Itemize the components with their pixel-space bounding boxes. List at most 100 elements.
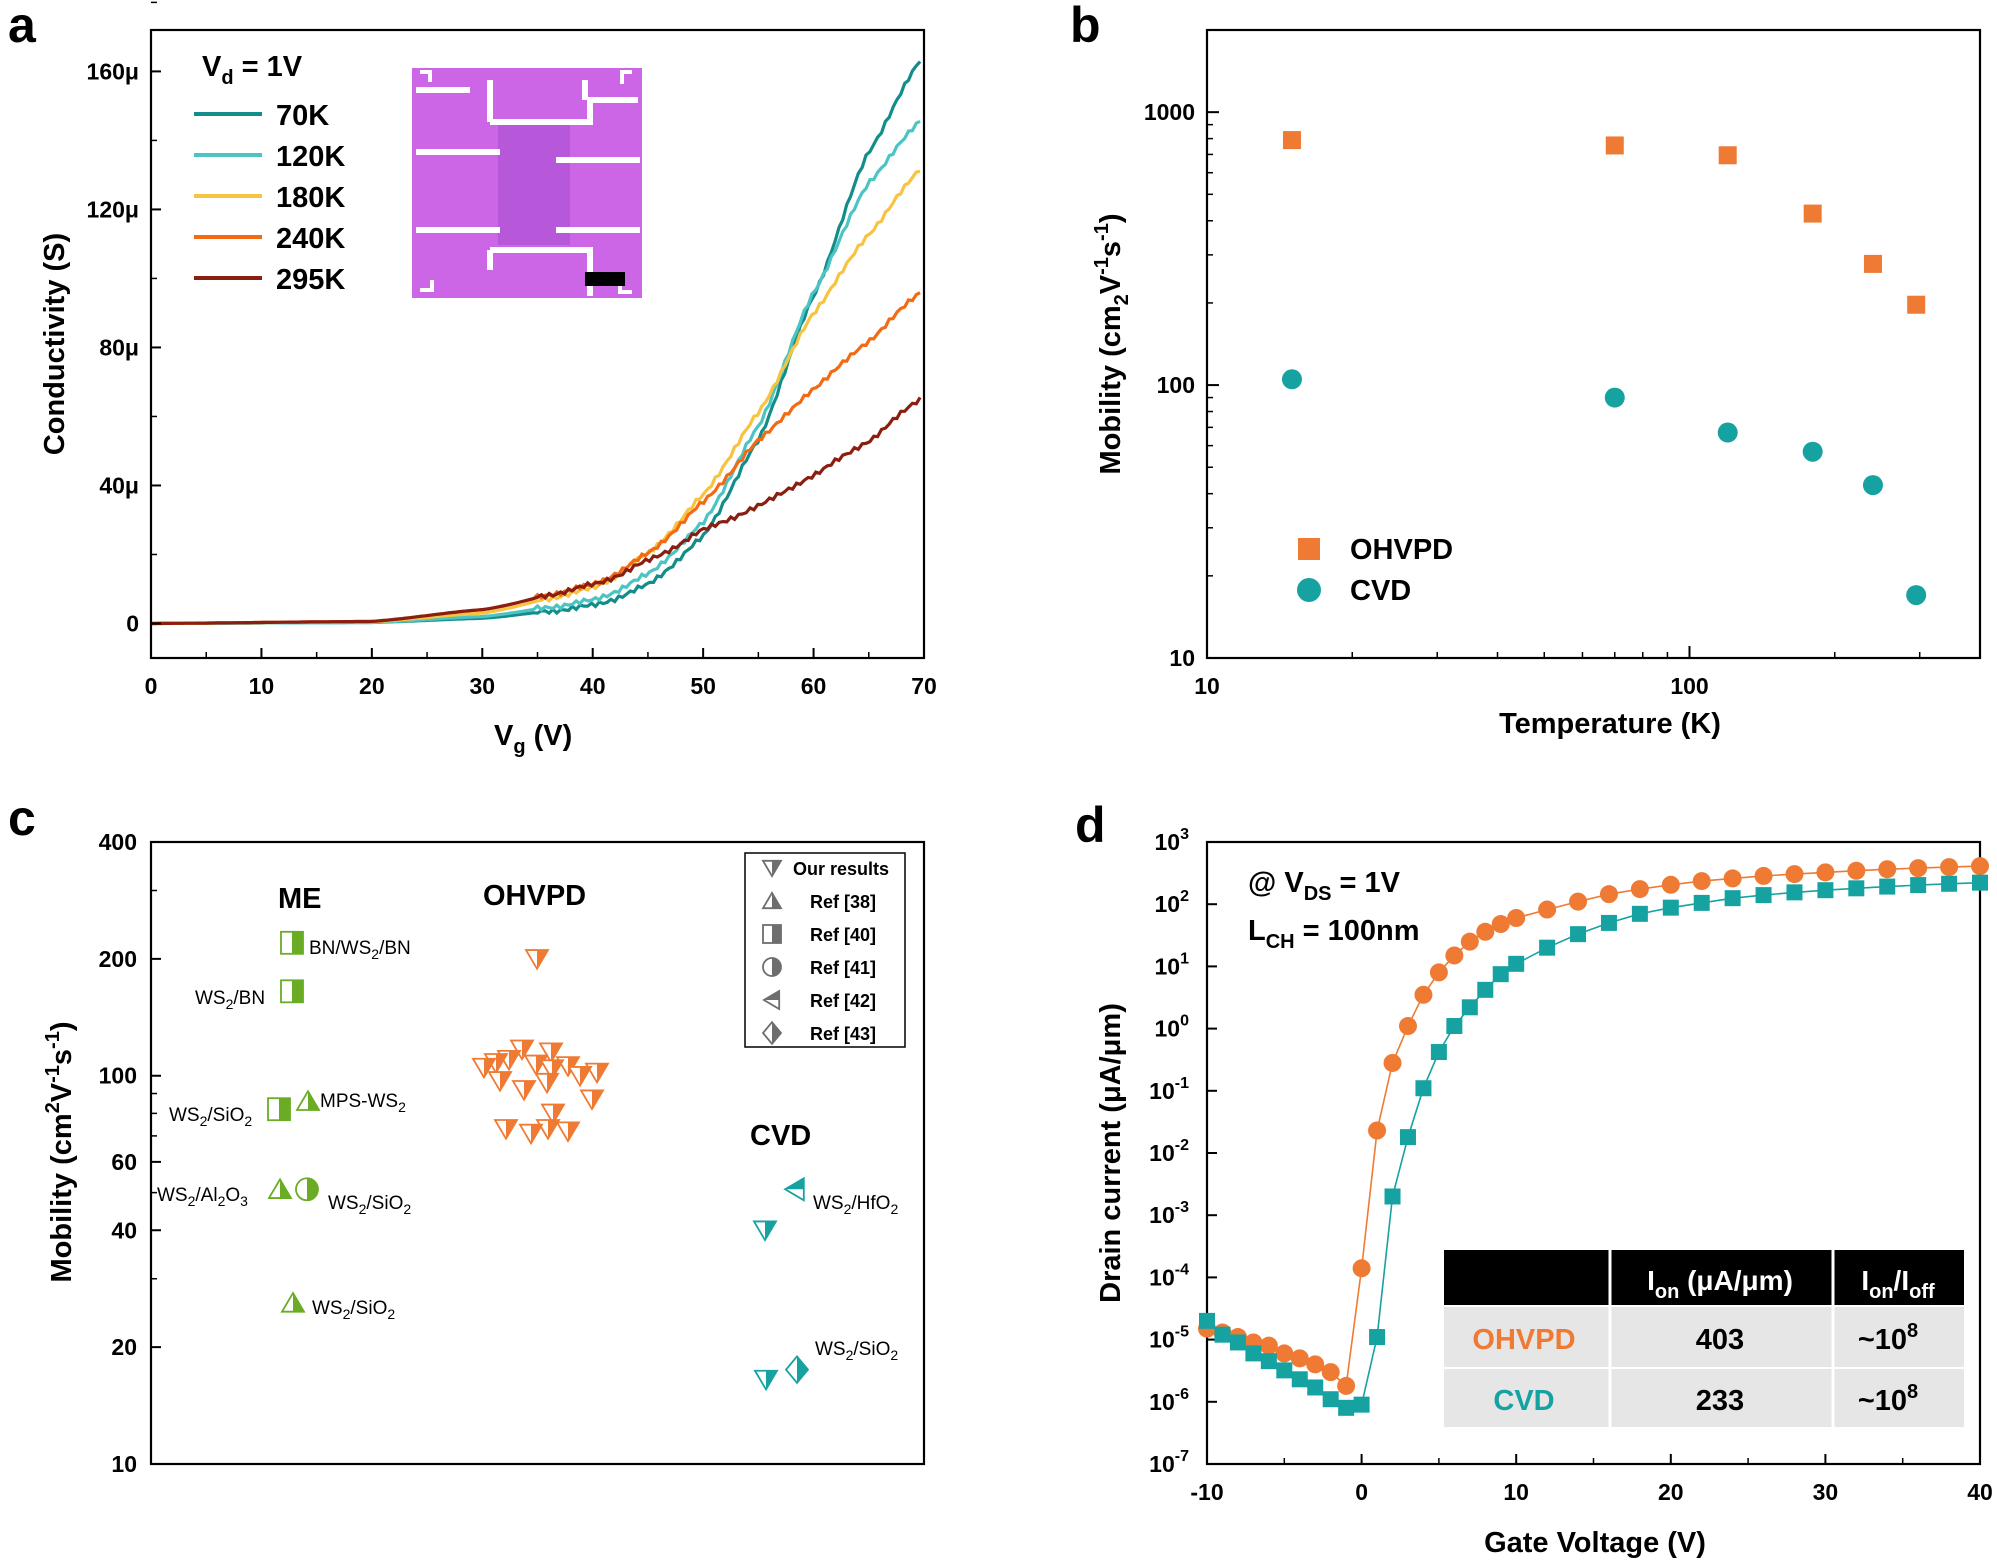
d-point-CVD (1879, 878, 1896, 895)
d-point-OHVPD (1538, 900, 1557, 919)
panel-b-legend-label-ohvpd: OHVPD (1350, 534, 1453, 566)
panel-a-inset-image: inset: optical image of device (412, 66, 642, 298)
c-point-cvd-fill (797, 1356, 808, 1383)
d-xtick-label: 10 (1503, 1479, 1529, 1505)
d-point-OHVPD (1692, 872, 1711, 891)
panel-label-a: a (8, 0, 37, 53)
a-legend-label-295K: 295K (276, 264, 345, 296)
d-point-CVD (1755, 887, 1772, 904)
panel-c-legend-items: Our results Ref [38] Ref [40] Ref [41] Ref [… (761, 859, 889, 1046)
d-point-OHVPD (1275, 1344, 1294, 1363)
a-legend-label-240K: 240K (276, 223, 345, 255)
d-point-OHVPD (1306, 1355, 1325, 1374)
c-legend-label: Ref [43] (810, 1024, 876, 1044)
panel-b-xlabel: Temperature (K) (1499, 708, 1721, 740)
panel-b-frame (1205, 28, 1982, 660)
c-legend-marker-fill (772, 925, 781, 943)
d-point-CVD (1430, 1044, 1447, 1061)
panel-d-annotation-vds: @ VDS = 1V (1248, 867, 1401, 905)
a-legend-label-120K: 120K (276, 141, 345, 173)
a-line-240K (151, 291, 921, 626)
b-point-CVD (1281, 369, 1302, 390)
d-point-CVD (1570, 926, 1587, 943)
d-point-CVD (1353, 1396, 1370, 1413)
c-legend-marker-fill (763, 991, 780, 1000)
c-point-ohvpd-fill (524, 1081, 535, 1100)
c-legend-marker-fill (772, 892, 781, 909)
d-point-CVD (1214, 1326, 1231, 1343)
d-xtick-label: 30 (1813, 1479, 1839, 1505)
d-point-OHVPD (1661, 875, 1680, 894)
d-point-OHVPD (1878, 860, 1897, 879)
d-ytick-label: 10-6 (1149, 1386, 1189, 1415)
c-legend-label: Our results (793, 859, 889, 879)
panel-c-group-me: ME (278, 883, 322, 915)
d-point-CVD (1322, 1391, 1339, 1408)
c-point-ohvpd-fill (553, 1104, 564, 1124)
c-legend-marker-fill (772, 860, 781, 877)
b-point-OHVPD (1282, 131, 1301, 150)
b-point-CVD (1862, 475, 1883, 496)
c-ytick-label: 20 (111, 1334, 137, 1360)
c-point-ohvpd-fill (537, 950, 548, 969)
a-ytick-label: 120μ (87, 196, 139, 222)
a-legend-label-70K: 70K (276, 100, 329, 132)
d-ytick-label: 101 (1155, 950, 1190, 979)
d-point-OHVPD (1398, 1017, 1417, 1036)
c-label-ws2-sio2-b: WS2/SiO2 (328, 1193, 411, 1217)
d-point-OHVPD (1290, 1349, 1309, 1368)
inset-corner-marks (420, 70, 632, 294)
d-ytick-label: 102 (1155, 888, 1190, 917)
b-point-CVD (1906, 585, 1927, 606)
table-row-ohvpd-name: OHVPD (1472, 1324, 1575, 1356)
panel-a-legend-items: 70K 120K 180K 240K 295K (194, 100, 345, 296)
d-ytick-label: 10-4 (1149, 1261, 1189, 1290)
c-ytick-label: 100 (99, 1063, 137, 1089)
d-point-CVD (1477, 981, 1494, 998)
c-legend-marker-fill (772, 1022, 781, 1044)
a-ytick-label: 40μ (99, 472, 139, 498)
table-header-ion: Ion (μA/μm) (1647, 1265, 1793, 1303)
d-point-CVD (1600, 914, 1617, 931)
panel-c-group-ohvpd: OHVPD (483, 880, 586, 912)
c-legend-label: Ref [38] (810, 892, 876, 912)
d-point-CVD (1199, 1312, 1215, 1329)
a-ytick-label: 0 (126, 610, 139, 636)
d-xtick-label: 20 (1658, 1479, 1684, 1505)
b-ytick-label: 1000 (1144, 99, 1195, 125)
table-row-cvd-ion: 233 (1696, 1385, 1744, 1417)
d-point-OHVPD (1368, 1121, 1387, 1140)
d-point-OHVPD (1754, 866, 1773, 885)
d-point-OHVPD (1569, 892, 1588, 911)
a-xtick-label: 40 (580, 673, 606, 699)
panel-b-legend: OHVPD CVD (1297, 534, 1453, 607)
d-xtick-label: 0 (1355, 1479, 1368, 1505)
c-point-ohvpd-fill (484, 1058, 495, 1078)
c-ytick-label: 10 (111, 1451, 137, 1477)
panel-b-ylabel: Mobility (cm2V-1s-1) (1091, 213, 1133, 474)
d-point-OHVPD (1352, 1259, 1371, 1278)
inset-channel (498, 125, 570, 245)
d-point-OHVPD (1507, 908, 1526, 927)
d-point-OHVPD (1460, 932, 1479, 951)
d-point-OHVPD (1785, 865, 1804, 884)
a-xtick-label: 70 (911, 673, 937, 699)
c-point-me-fill (292, 931, 303, 954)
d-point-OHVPD (1940, 858, 1959, 877)
d-point-CVD (1260, 1353, 1277, 1370)
panel-b-legend-marker-ohvpd (1298, 538, 1320, 560)
panel-d-xlabel: Gate Voltage (V) (1484, 1527, 1706, 1559)
d-point-OHVPD (1630, 880, 1649, 899)
d-point-CVD (1384, 1188, 1401, 1205)
panel-a: 0 10 20 30 40 50 60 70 0 40μ 80μ 120μ 160μ Vg (V) Co… (39, 1, 937, 758)
a-xtick-label: 20 (359, 673, 385, 699)
d-point-OHVPD (1491, 915, 1510, 934)
d-point-CVD (1399, 1129, 1416, 1146)
d-point-CVD (1307, 1379, 1324, 1396)
a-xtick-label: 0 (145, 673, 158, 699)
b-ytick-label: 10 (1169, 645, 1195, 671)
c-point-me-fill (292, 980, 303, 1003)
d-point-CVD (1291, 1371, 1308, 1388)
inset-electrodes (416, 80, 640, 296)
c-legend-label: Ref [40] (810, 925, 876, 945)
